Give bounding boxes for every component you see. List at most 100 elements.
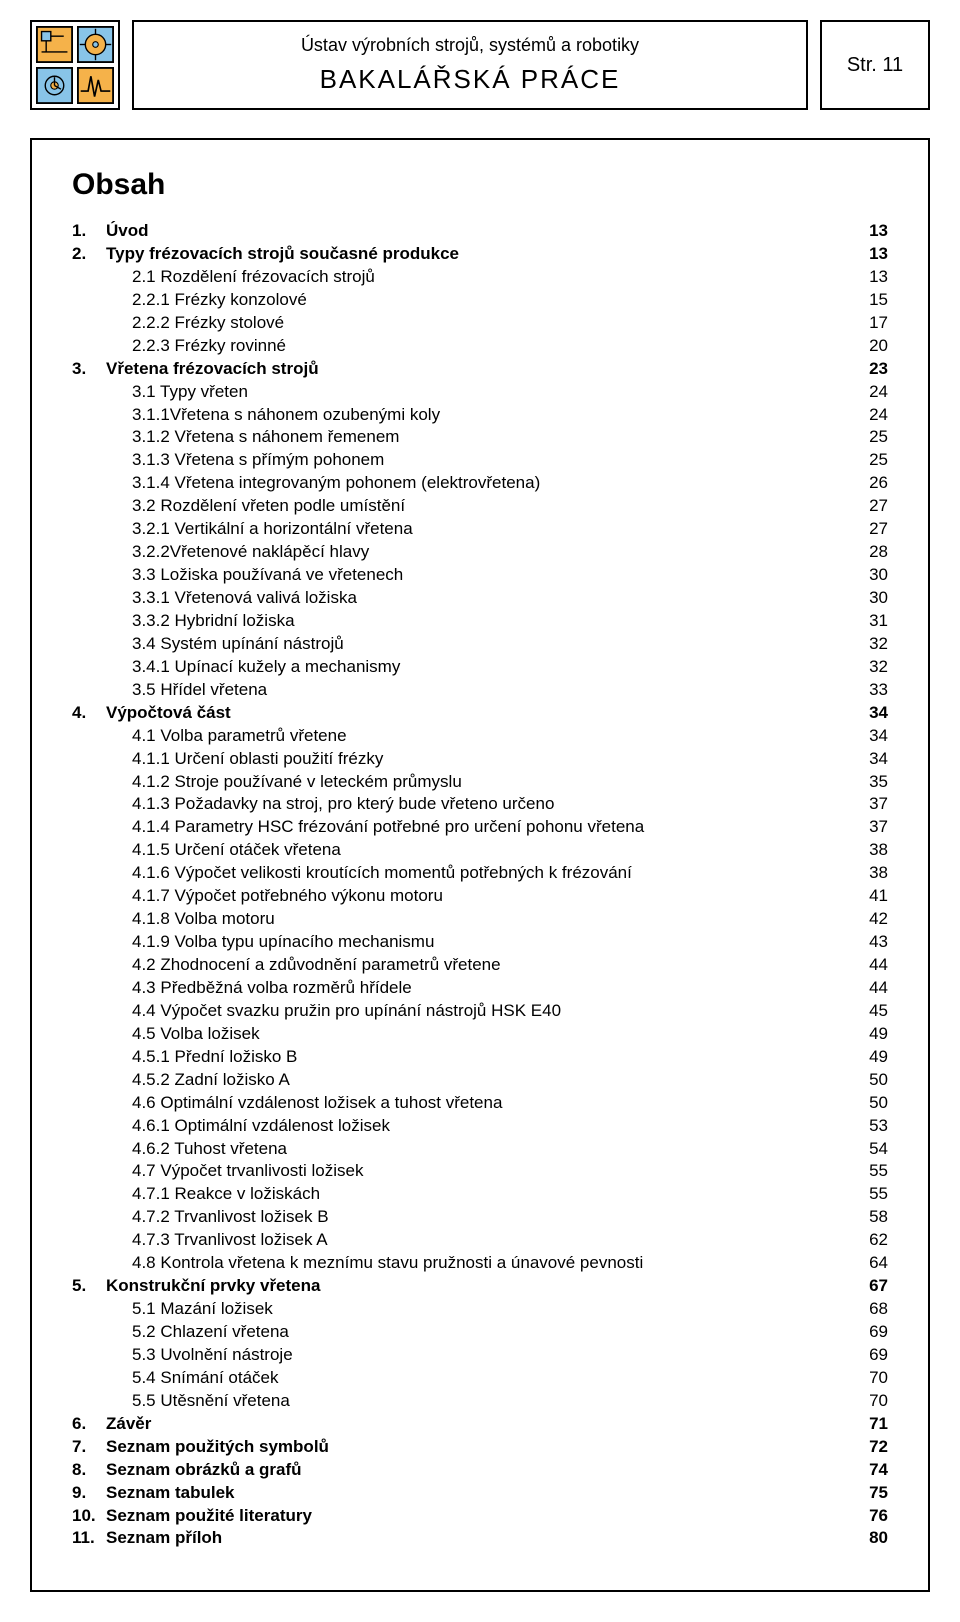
toc-entry-label: Typy frézovacích strojů současné produkc…	[106, 243, 858, 266]
toc-entry-page: 76	[858, 1505, 888, 1528]
toc-entry-page: 70	[858, 1367, 888, 1390]
toc-entry: 3.2.2Vřetenové naklápěcí hlavy28	[72, 541, 888, 564]
toc-entry-number: 6.	[72, 1413, 106, 1436]
toc-entry: 4.1.2 Stroje používané v leteckém průmys…	[72, 771, 888, 794]
toc-entry-page: 26	[858, 472, 888, 495]
toc-entry-page: 55	[858, 1160, 888, 1183]
toc-entry-page: 69	[858, 1344, 888, 1367]
toc-entry: 3.1.4 Vřetena integrovaným pohonem (elek…	[72, 472, 888, 495]
toc-entry-page: 32	[858, 656, 888, 679]
toc-entry: 4.1.3 Požadavky na stroj, pro který bude…	[72, 793, 888, 816]
toc-entry-label: 3.4.1 Upínací kužely a mechanismy	[132, 656, 858, 679]
toc-entry-page: 27	[858, 495, 888, 518]
toc-entry-label: 5.2 Chlazení vřetena	[132, 1321, 858, 1344]
toc-entry: 5.3 Uvolnění nástroje69	[72, 1344, 888, 1367]
toc-entry: 11.Seznam příloh80	[72, 1527, 888, 1550]
toc-entry-page: 67	[858, 1275, 888, 1298]
toc-entry-label: 3.5 Hřídel vřetena	[132, 679, 858, 702]
toc-entry-page: 25	[858, 449, 888, 472]
toc-entry-number: 9.	[72, 1482, 106, 1505]
toc-entry-page: 24	[858, 404, 888, 427]
toc-entry-label: 4.7 Výpočet trvanlivosti ložisek	[132, 1160, 858, 1183]
toc-entry-page: 45	[858, 1000, 888, 1023]
toc-entry: 4.7.3 Trvanlivost ložisek A62	[72, 1229, 888, 1252]
toc-entry-label: 5.5 Utěsnění vřetena	[132, 1390, 858, 1413]
toc-entry-page: 54	[858, 1138, 888, 1161]
toc-entry-page: 28	[858, 541, 888, 564]
toc-entry-page: 32	[858, 633, 888, 656]
toc-entry: 3.Vřetena frézovacích strojů23	[72, 358, 888, 381]
toc-entry-page: 75	[858, 1482, 888, 1505]
toc-entry: 10.Seznam použité literatury76	[72, 1505, 888, 1528]
page-number-label: Str. 11	[847, 54, 903, 77]
page-number-box: Str. 11	[820, 20, 930, 110]
toc-entry-label: Seznam obrázků a grafů	[106, 1459, 858, 1482]
toc-entry-page: 23	[858, 358, 888, 381]
toc-entry: 4.7.1 Reakce v ložiskách55	[72, 1183, 888, 1206]
toc-entry-page: 41	[858, 885, 888, 908]
toc-entry-page: 38	[858, 862, 888, 885]
toc-entry: 3.1 Typy vřeten24	[72, 381, 888, 404]
toc-entry-label: Závěr	[106, 1413, 858, 1436]
toc-entry: 3.1.1Vřetena s náhonem ozubenými koly24	[72, 404, 888, 427]
toc-entry-label: 4.6 Optimální vzdálenost ložisek a tuhos…	[132, 1092, 858, 1115]
toc-entry-label: 3.1.1Vřetena s náhonem ozubenými koly	[132, 404, 858, 427]
toc-entry-label: 4.1.1 Určení oblasti použití frézky	[132, 748, 858, 771]
toc-entry: 5.1 Mazání ložisek68	[72, 1298, 888, 1321]
toc-entry: 4.1.6 Výpočet velikosti kroutících momen…	[72, 862, 888, 885]
toc-entry-page: 43	[858, 931, 888, 954]
toc-entry-page: 34	[858, 748, 888, 771]
toc-entry-page: 24	[858, 381, 888, 404]
toc-entry-label: 2.2.2 Frézky stolové	[132, 312, 858, 335]
toc-entry: 2.2.2 Frézky stolové17	[72, 312, 888, 335]
toc-entry-label: 4.1 Volba parametrů vřetene	[132, 725, 858, 748]
toc-entry-label: 3.1.3 Vřetena s přímým pohonem	[132, 449, 858, 472]
toc-entry-page: 25	[858, 426, 888, 449]
toc-entry-page: 34	[858, 725, 888, 748]
logo-cell-1	[36, 26, 73, 63]
toc-entry-label: Seznam použité literatury	[106, 1505, 858, 1528]
toc-entry: 9.Seznam tabulek75	[72, 1482, 888, 1505]
logo-cell-2	[77, 26, 114, 63]
toc-entry-page: 44	[858, 954, 888, 977]
toc-entry: 5.4 Snímání otáček70	[72, 1367, 888, 1390]
toc-entry: 4.5.2 Zadní ložisko A50	[72, 1069, 888, 1092]
toc-entry-page: 13	[858, 266, 888, 289]
toc-entry-page: 49	[858, 1023, 888, 1046]
toc-entry: 4.1.8 Volba motoru42	[72, 908, 888, 931]
toc-entry-page: 55	[858, 1183, 888, 1206]
toc-entry: 5.Konstrukční prvky vřetena67	[72, 1275, 888, 1298]
toc-entry-label: 4.5 Volba ložisek	[132, 1023, 858, 1046]
toc-entry-page: 33	[858, 679, 888, 702]
toc-entry-number: 3.	[72, 358, 106, 381]
toc-entry-label: Úvod	[106, 220, 858, 243]
toc-entry-label: 3.1 Typy vřeten	[132, 381, 858, 404]
toc-entry: 3.4 Systém upínání nástrojů32	[72, 633, 888, 656]
toc-entry-label: 4.4 Výpočet svazku pružin pro upínání ná…	[132, 1000, 858, 1023]
toc-entry: 2.1 Rozdělení frézovacích strojů13	[72, 266, 888, 289]
toc-entry: 6.Závěr71	[72, 1413, 888, 1436]
toc-entry-label: 4.3 Předběžná volba rozměrů hřídele	[132, 977, 858, 1000]
toc-entry: 4.1.1 Určení oblasti použití frézky34	[72, 748, 888, 771]
toc-entry: 4.1 Volba parametrů vřetene34	[72, 725, 888, 748]
toc-entry-label: 4.7.1 Reakce v ložiskách	[132, 1183, 858, 1206]
toc-entry-label: 3.4 Systém upínání nástrojů	[132, 633, 858, 656]
toc-entry: 4.6.1 Optimální vzdálenost ložisek53	[72, 1115, 888, 1138]
toc-entry: 4.5 Volba ložisek49	[72, 1023, 888, 1046]
toc-entry-label: Výpočtová část	[106, 702, 858, 725]
toc-entry-number: 8.	[72, 1459, 106, 1482]
toc-entry-label: Seznam tabulek	[106, 1482, 858, 1505]
toc-entry-label: 3.3.2 Hybridní ložiska	[132, 610, 858, 633]
toc-entry: 4.1.7 Výpočet potřebného výkonu motoru41	[72, 885, 888, 908]
content-frame: Obsah 1.Úvod132.Typy frézovacích strojů …	[30, 138, 930, 1592]
toc-entry-page: 64	[858, 1252, 888, 1275]
toc-entry-page: 37	[858, 793, 888, 816]
toc-entry: 4.7 Výpočet trvanlivosti ložisek55	[72, 1160, 888, 1183]
toc-entry-label: 3.2 Rozdělení vřeten podle umístění	[132, 495, 858, 518]
toc-entry-page: 74	[858, 1459, 888, 1482]
toc-entry: 4.2 Zhodnocení a zdůvodnění parametrů vř…	[72, 954, 888, 977]
toc-entry-page: 58	[858, 1206, 888, 1229]
toc-entry-label: Konstrukční prvky vřetena	[106, 1275, 858, 1298]
toc-entry-number: 11.	[72, 1527, 106, 1550]
toc-entry-number: 5.	[72, 1275, 106, 1298]
